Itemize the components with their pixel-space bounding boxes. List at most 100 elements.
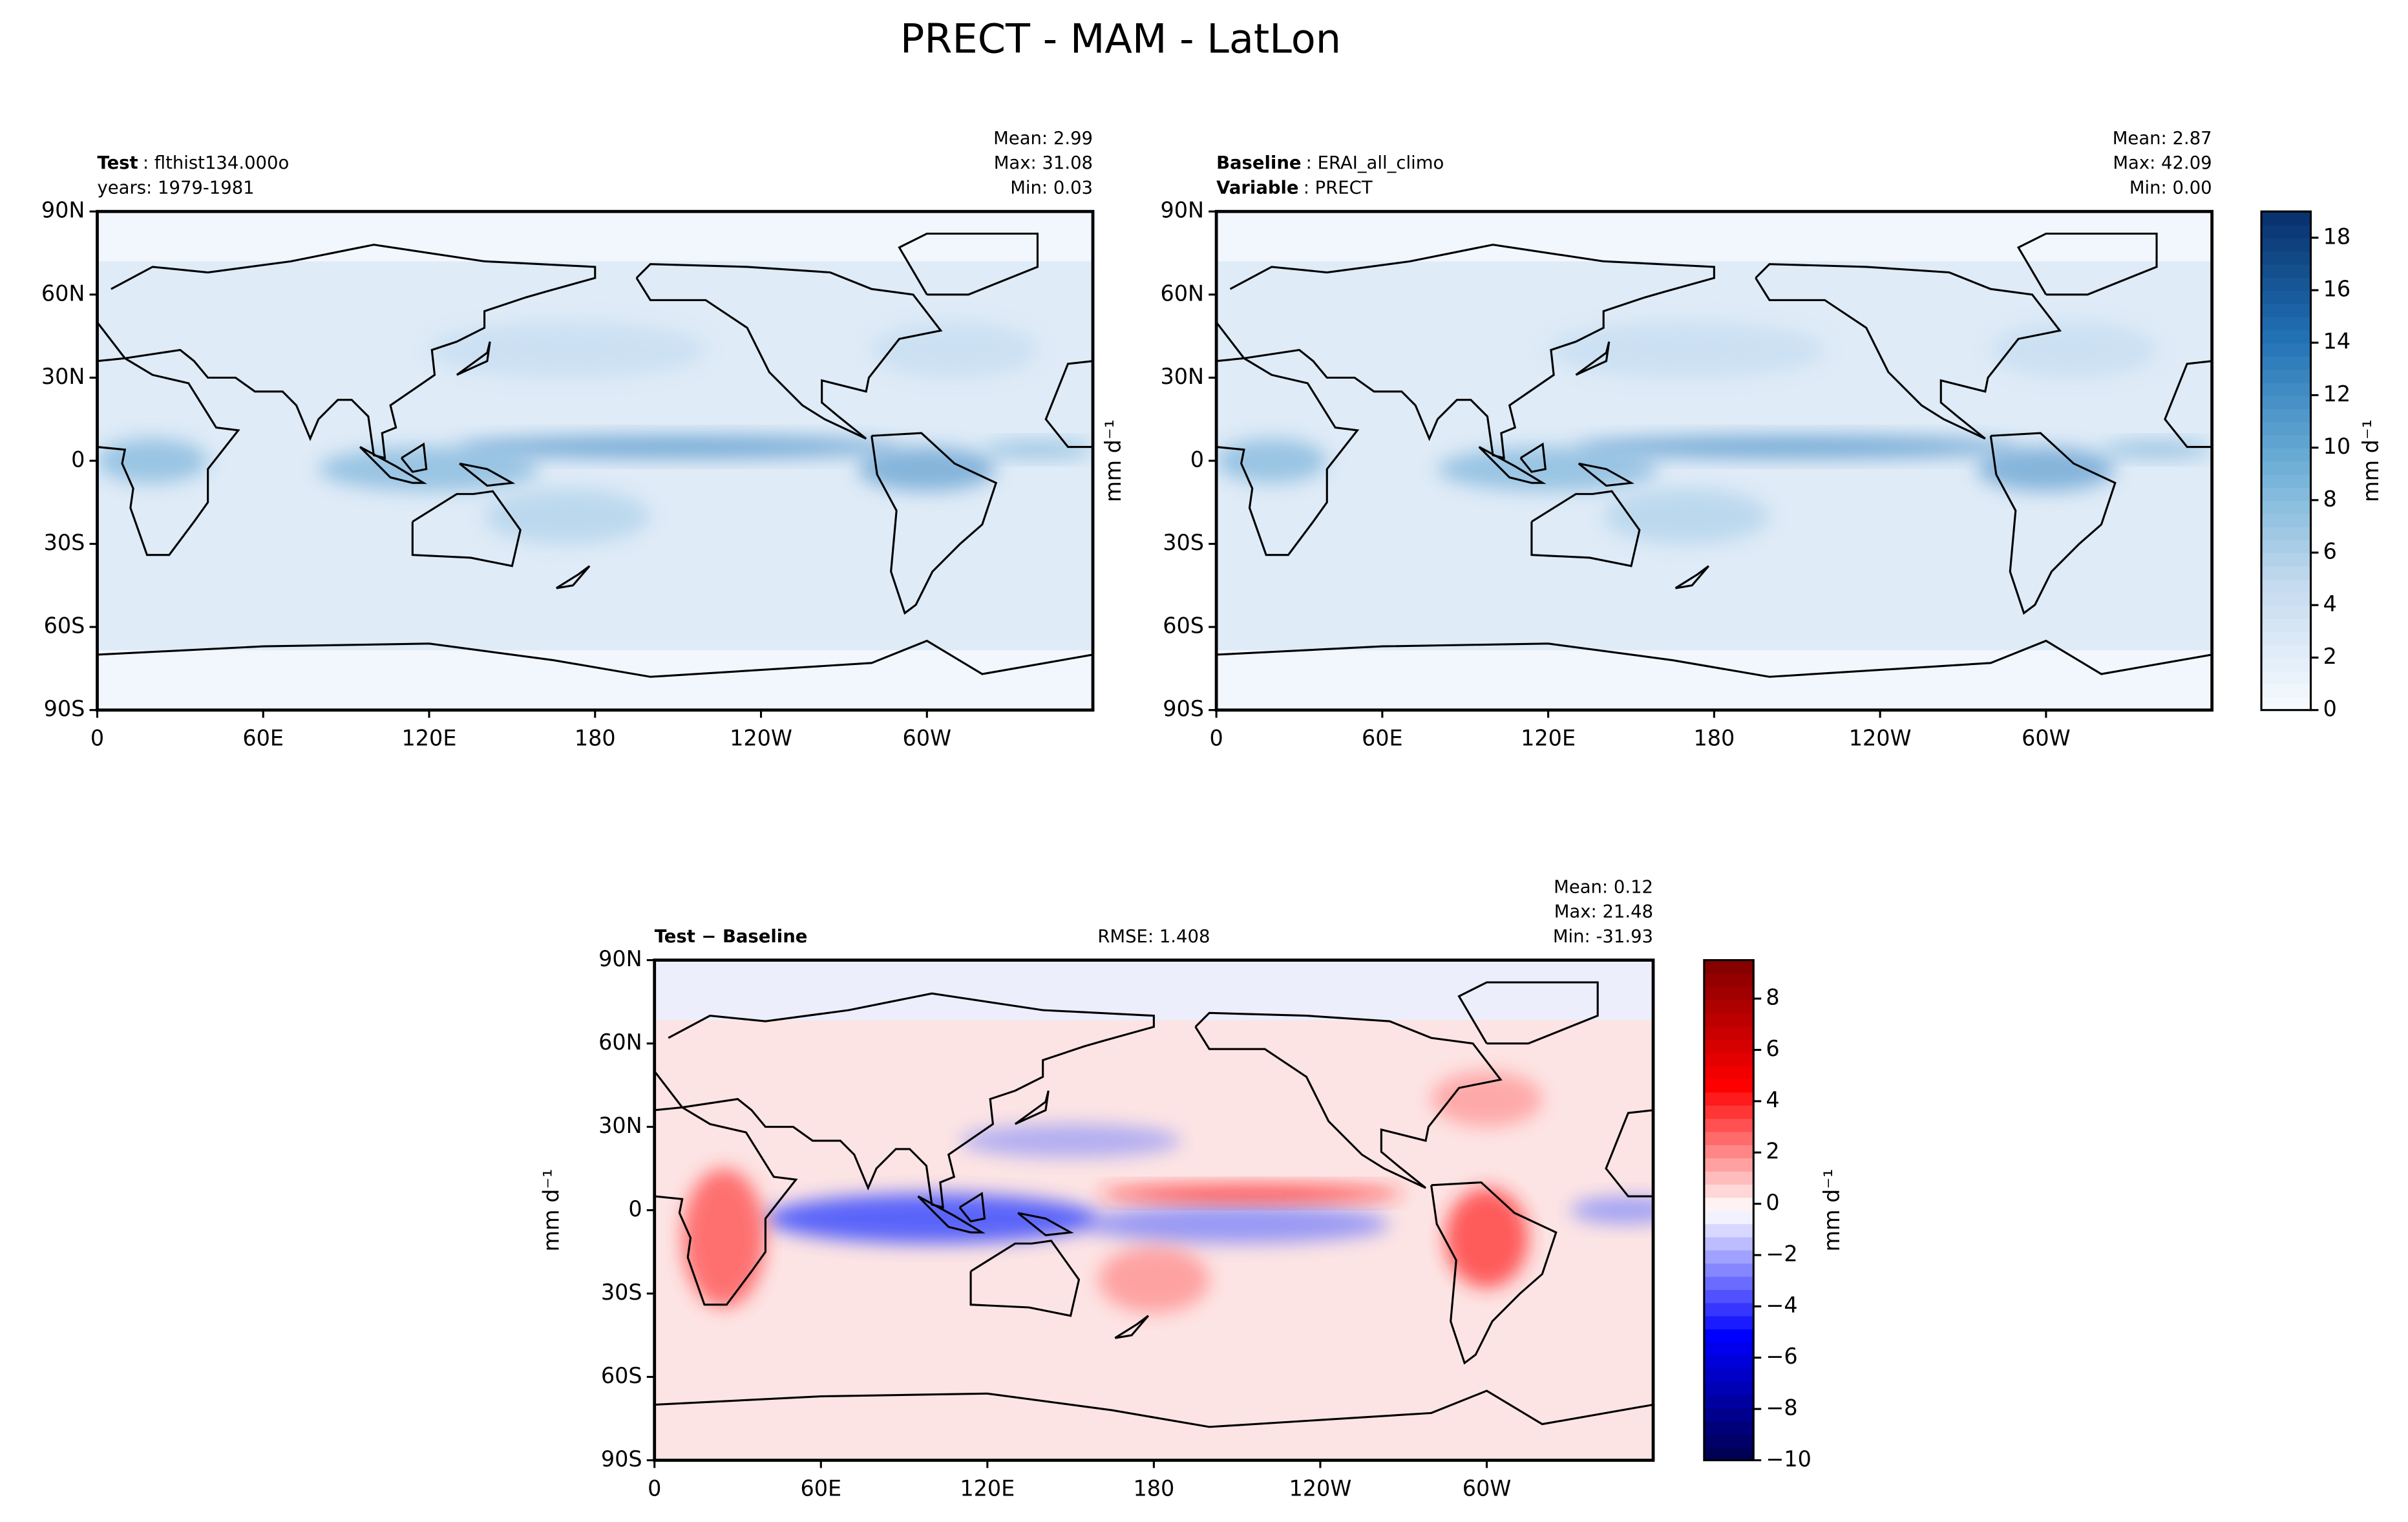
coastline [871,432,998,615]
panel-label: Variable: PRECT [1216,178,1373,198]
y-tick-label: 30N [1160,364,1204,389]
panel-label-text: : PRECT [1304,178,1373,198]
colorbar-level [1704,1328,1754,1343]
coastline [400,442,428,473]
colorbar-level [2261,474,2311,488]
field-anomaly [1098,1246,1210,1313]
coastline [969,1240,1081,1317]
colorbar-level [1704,1355,1754,1369]
colorbar-level [2261,684,2311,698]
colorbar-level [2261,211,2311,226]
panel-label-text: : ERAI_all_climo [1306,153,1444,173]
colorbar-tick-label: 0 [1766,1190,1779,1215]
coastline [1114,1315,1149,1339]
y-tick-label: 30N [598,1113,642,1138]
colorbar-level [2261,408,2311,423]
field-polar [1216,650,2212,710]
field-polar [97,211,1093,262]
coastline [635,263,943,440]
colorbar-level [2261,553,2311,567]
panel-stat: Mean: 0.12 [1554,877,1653,897]
x-tick-label: 180 [1133,1475,1174,1501]
x-tick-label: 120W [1289,1475,1352,1501]
field-anomaly [682,1168,766,1308]
colorbar-level [1704,999,1754,1014]
x-tick-label: 180 [1693,726,1735,751]
coastline [459,462,516,487]
colorbar-level [2261,618,2311,633]
y-tick-label: 90S [44,696,85,721]
field-band [871,322,1038,378]
field-band [318,447,540,492]
x-tick-label: 120E [960,1475,1015,1501]
colorbar-level [1704,1026,1754,1040]
map-field [1216,211,2212,710]
coastline [1044,360,1093,449]
panel-stat: Mean: 2.87 [2113,129,2212,149]
colorbar-level [1704,1342,1754,1356]
colorbar-level [2261,368,2311,383]
y-tick-label: 90N [1160,198,1204,223]
coastline [556,565,591,589]
y-tick-label: 30S [44,530,85,555]
colorbar-level [2261,237,2311,252]
colorbar-tick-label: 0 [2323,696,2337,721]
colorbar-level [2261,657,2311,671]
panel-stat: Max: 21.48 [1554,902,1653,922]
colorbar-level [1704,1421,1754,1435]
coastline [1216,357,1360,556]
y-tick-label: 60N [1160,280,1204,306]
colorbar-frame [2260,210,2312,712]
field-anomaly [1570,1196,1654,1225]
x-tick-label: 60W [2022,726,2071,751]
field-anomaly [1431,1071,1543,1127]
x-tick-label: 0 [90,726,104,751]
colorbar-level [2261,605,2311,619]
y-tick-label: 60S [601,1363,642,1388]
colorbar-tick-label: 8 [2323,486,2337,511]
coastline [1674,565,1710,589]
coastline [654,992,1155,1209]
colorbar-tick-label: 8 [1766,985,1779,1010]
y-tick-label: 30S [1163,530,1204,555]
coastline [958,1192,986,1223]
panel-stat: Min: -31.93 [1553,927,1653,947]
field-band [1216,438,1327,483]
coastline [2164,360,2212,449]
colorbar-level [1704,973,1754,988]
colorbar-level [2261,329,2311,344]
colorbar-level [1704,1183,1754,1198]
coastline [654,1390,1654,1428]
y-tick-label: 90S [601,1446,642,1472]
field-band [1976,447,2115,492]
x-tick-label: 60W [902,726,951,751]
colorbar-tick-label: 12 [2323,381,2351,407]
colorbar-tick-label: 2 [1766,1139,1779,1164]
field-band [429,322,706,378]
colorbar-tick-label: 18 [2323,224,2351,249]
colorbar-level [1704,1197,1754,1211]
panel-stat: Mean: 2.99 [993,129,1093,149]
coastline [1017,1212,1074,1236]
colorbar-level [2261,487,2311,502]
field-anomaly [959,1124,1182,1157]
y-tick-label: 90S [1163,696,1204,721]
colorbar-level [2261,355,2311,370]
coastline [97,639,1093,678]
colorbar-tick-label: 4 [2323,591,2337,617]
coastline [97,357,240,556]
colorbar-level [1704,1039,1754,1053]
suptitle: PRECT - MAM - LatLon [900,16,1341,63]
field-band [1548,322,1825,378]
panel-label: Test: flthist134.000o [97,153,289,173]
colorbar-tick-label: 14 [2323,329,2351,354]
x-tick-label: 60E [1362,726,1403,751]
colorbar-level [1704,1223,1754,1238]
coastline [1575,341,1611,376]
colorbar-level [2261,539,2311,554]
field-band [2101,441,2212,458]
coastline [359,446,428,484]
coastline [1989,432,2117,615]
panel-label: Test − Baseline [655,927,808,947]
colorbar-level [2261,251,2311,265]
